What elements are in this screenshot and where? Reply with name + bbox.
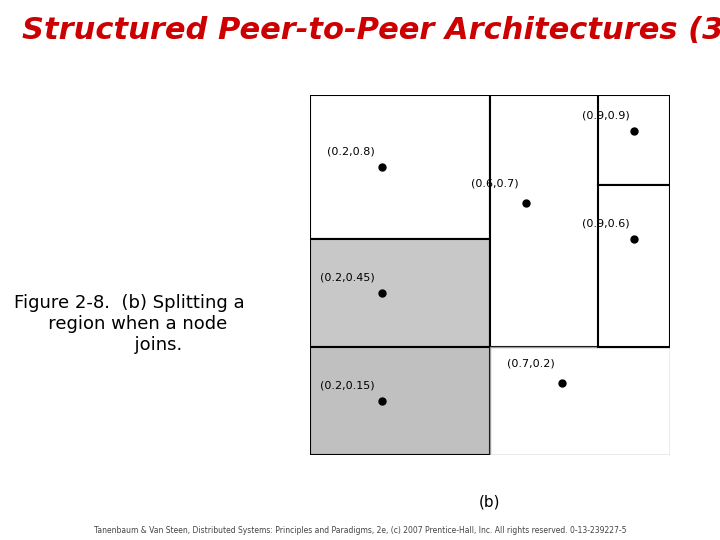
Bar	[310, 96, 490, 239]
Text: (b): (b)	[479, 495, 500, 510]
Text: Tanenbaum & Van Steen, Distributed Systems: Principles and Paradigms, 2e, (c) 20: Tanenbaum & Van Steen, Distributed Syste…	[94, 525, 626, 535]
Bar	[310, 347, 490, 455]
Bar	[598, 185, 670, 347]
Text: (0.9,0.9): (0.9,0.9)	[582, 111, 630, 120]
Bar	[490, 347, 670, 455]
Bar	[598, 96, 670, 185]
Text: (0.7,0.2): (0.7,0.2)	[507, 359, 554, 369]
Text: (0.2,0.8): (0.2,0.8)	[327, 146, 374, 157]
Text: (0.9,0.6): (0.9,0.6)	[582, 219, 630, 228]
Bar	[310, 239, 490, 347]
Text: Structured Peer-to-Peer Architectures (3): Structured Peer-to-Peer Architectures (3…	[22, 16, 720, 45]
Text: (0.2,0.15): (0.2,0.15)	[320, 381, 374, 390]
Bar	[490, 96, 670, 347]
Text: Figure 2-8.  (b) Splitting a
   region when a node
          joins.: Figure 2-8. (b) Splitting a region when …	[14, 294, 245, 354]
Text: (0.6,0.7): (0.6,0.7)	[471, 179, 518, 189]
Text: (0.2,0.45): (0.2,0.45)	[320, 273, 374, 282]
